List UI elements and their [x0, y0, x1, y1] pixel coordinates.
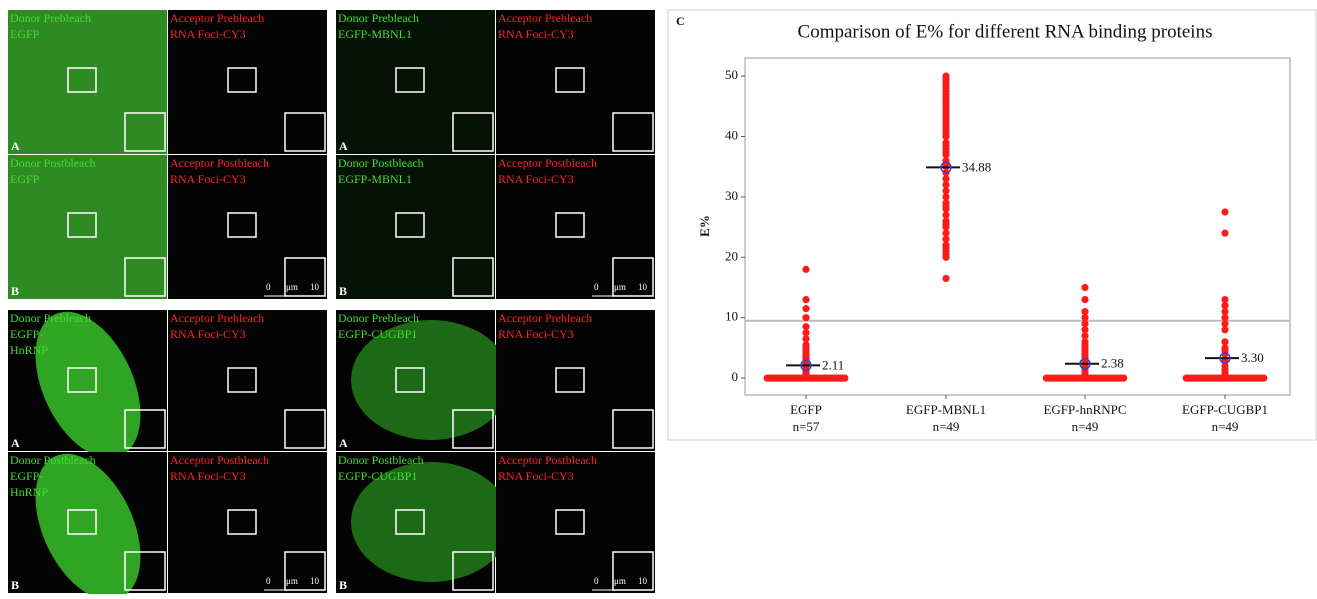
channel-label: EGFP-MBNL1: [338, 27, 412, 41]
subpanel-letter: B: [11, 284, 19, 298]
data-point: [1081, 308, 1088, 315]
scale-label: 10: [310, 282, 320, 292]
scale-label: 0: [594, 282, 599, 292]
mean-label: 2.11: [822, 357, 844, 372]
channel-label: Donor Postbleach: [338, 453, 424, 467]
mean-label: 34.88: [962, 159, 991, 174]
scale-label: 10: [310, 576, 320, 586]
channel-label: Acceptor Postbleach: [498, 453, 597, 467]
data-point: [802, 323, 809, 330]
subpanel-letter: A: [11, 436, 20, 450]
channel-label: EGFP-CUGBP1: [338, 469, 417, 483]
n-label: n=49: [1072, 419, 1099, 434]
channel-label: RNA Foci-CY3: [498, 172, 574, 186]
channel-label: RNA Foci-CY3: [498, 469, 574, 483]
n-label: n=49: [933, 419, 960, 434]
data-point: [1260, 374, 1267, 381]
y-axis-label: E%: [697, 215, 712, 237]
data-point: [942, 275, 949, 282]
y-tick-label: 0: [732, 369, 739, 384]
x-tick-label: EGFP-CUGBP1: [1182, 402, 1268, 417]
data-point: [841, 374, 848, 381]
channel-label: EGFP-MBNL1: [338, 172, 412, 186]
data-point: [1221, 230, 1228, 237]
data-point: [802, 314, 809, 321]
plot-area: [745, 58, 1290, 395]
chart-title: Comparison of E% for different RNA bindi…: [798, 21, 1213, 42]
channel-label: Acceptor Prebleach: [498, 311, 592, 325]
channel-label: Acceptor Postbleach: [498, 156, 597, 170]
data-point: [802, 305, 809, 312]
scale-label: μm: [286, 282, 298, 292]
mean-label: 3.30: [1241, 350, 1264, 365]
y-tick-label: 30: [725, 188, 738, 203]
scale-label: 0: [594, 576, 599, 586]
subpanel-letter: B: [339, 578, 347, 592]
data-point: [802, 266, 809, 273]
channel-label: Acceptor Prebleach: [498, 11, 592, 25]
channel-label: Acceptor Postbleach: [170, 156, 269, 170]
n-label: n=57: [793, 419, 820, 434]
channel-label: EGFP: [10, 27, 40, 41]
scale-label: 10: [638, 576, 648, 586]
panel-letter: C: [676, 14, 685, 28]
scale-label: μm: [614, 282, 626, 292]
x-tick-label: EGFP: [790, 402, 822, 417]
data-point: [1081, 296, 1088, 303]
subpanel-letter: B: [339, 284, 347, 298]
channel-label: EGFP: [10, 172, 40, 186]
scale-label: 0: [266, 576, 271, 586]
channel-label: Donor Prebleach: [10, 11, 91, 25]
channel-label: Donor Prebleach: [338, 11, 419, 25]
subpanel-letter: B: [11, 578, 19, 592]
channel-label: Donor Postbleach: [10, 156, 96, 170]
channel-label: Donor Postbleach: [338, 156, 424, 170]
data-point: [1221, 338, 1228, 345]
channel-label: RNA Foci-CY3: [498, 27, 574, 41]
channel-label: Donor Postbleach: [10, 453, 96, 467]
channel-label: Acceptor Prebleach: [170, 11, 264, 25]
data-point: [802, 296, 809, 303]
channel-label: HnRNP: [10, 485, 48, 499]
data-point: [942, 73, 949, 80]
data-point: [1081, 284, 1088, 291]
y-tick-label: 50: [725, 67, 738, 82]
channel-label: EGFP-CUGBP1: [338, 327, 417, 341]
channel-label: EGFP-: [10, 469, 43, 483]
channel-label: Acceptor Postbleach: [170, 453, 269, 467]
data-point: [1120, 374, 1127, 381]
subpanel-letter: A: [339, 436, 348, 450]
channel-label: HnRNP: [10, 343, 48, 357]
x-tick-label: EGFP-MBNL1: [906, 402, 986, 417]
mean-label: 2.38: [1101, 356, 1124, 371]
scale-label: 0: [266, 282, 271, 292]
subpanel-letter: A: [339, 139, 348, 153]
n-label: n=49: [1212, 419, 1239, 434]
y-tick-label: 20: [725, 248, 738, 263]
y-tick-label: 10: [725, 309, 738, 324]
data-point: [1221, 208, 1228, 215]
channel-label: Acceptor Prebleach: [170, 311, 264, 325]
data-point: [1221, 296, 1228, 303]
channel-label: Donor Prebleach: [338, 311, 419, 325]
channel-label: RNA Foci-CY3: [170, 469, 246, 483]
channel-label: Donor Prebleach: [10, 311, 91, 325]
subpanel-letter: A: [11, 139, 20, 153]
channel-label: EGFP-: [10, 327, 43, 341]
x-tick-label: EGFP-hnRNPC: [1043, 402, 1126, 417]
channel-label: RNA Foci-CY3: [170, 172, 246, 186]
channel-label: RNA Foci-CY3: [170, 27, 246, 41]
scale-label: μm: [614, 576, 626, 586]
figure: C Comparison of E% for different RNA bin…: [0, 0, 1317, 594]
y-tick-label: 40: [725, 127, 738, 142]
scale-label: 10: [638, 282, 648, 292]
channel-label: RNA Foci-CY3: [170, 327, 246, 341]
scale-label: μm: [286, 576, 298, 586]
channel-label: RNA Foci-CY3: [498, 327, 574, 341]
